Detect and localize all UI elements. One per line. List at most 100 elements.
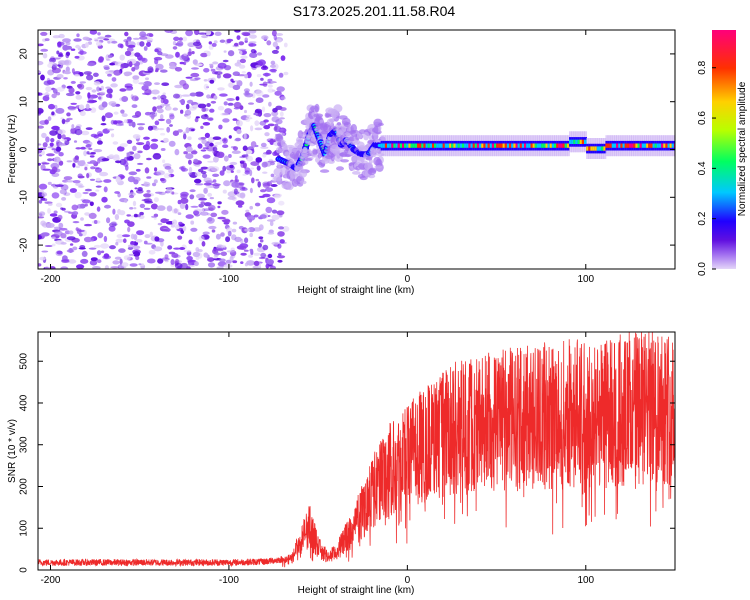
- spectrogram-cell: [278, 72, 284, 78]
- spectrogram-cell: [249, 187, 253, 194]
- spectrogram-cell: [81, 199, 91, 204]
- spectrogram-cell: [72, 211, 79, 216]
- spectrogram-cell: [128, 194, 135, 199]
- spectrogram-cell: [194, 91, 204, 97]
- spectrogram-cell: [78, 185, 85, 188]
- spectrogram-cell: [198, 168, 204, 173]
- spectrogram-cell: [40, 232, 50, 237]
- spectrogram-cell: [410, 143, 414, 148]
- spectrogram-cell: [262, 182, 271, 188]
- spectrogram-cell: [244, 37, 248, 42]
- spectrogram-cell: [310, 137, 317, 142]
- snr-frame: [37, 331, 676, 571]
- spectrogram-cell: [202, 122, 211, 126]
- spectrogram-cell: [315, 114, 320, 122]
- spectrogram-cell: [44, 119, 49, 125]
- spectrogram-cell: [225, 236, 231, 243]
- spectrogram-cell: [232, 260, 238, 264]
- spectrogram-cell: [139, 36, 148, 40]
- snr-panel: -200 -100 0 100 0 100 200 300 400 500 Height of …: [7, 331, 676, 596]
- spectrogram-cell: [90, 166, 96, 170]
- spectrogram-cell: [144, 200, 154, 204]
- spectrogram-cell: [209, 63, 214, 66]
- spectrogram-cell: [134, 64, 140, 70]
- spectrogram-cell: [227, 191, 236, 198]
- spectrogram-cell: [314, 103, 320, 113]
- spectrogram-cell: [275, 119, 283, 125]
- spectrogram-cell: [129, 263, 138, 267]
- spectrogram-cell: [245, 149, 253, 155]
- spectrogram-cell: [267, 84, 273, 88]
- spectrogram-cell: [56, 86, 65, 92]
- spectrogram-cell: [86, 151, 90, 155]
- spectrogram-cell: [201, 241, 206, 247]
- spectrogram-cell: [224, 108, 233, 115]
- spectrogram-cell: [626, 143, 630, 148]
- spectrogram-cell: [262, 81, 268, 87]
- spectrogram-cell: [190, 220, 195, 225]
- spectrogram-cell: [195, 247, 200, 252]
- spectrogram-cell: [298, 170, 308, 178]
- spectrogram-cell: [87, 41, 92, 45]
- spectrogram-cell: [237, 74, 246, 77]
- spectrogram-cell: [151, 89, 160, 95]
- spectrogram-cell: [46, 223, 55, 228]
- spectrogram-cell: [635, 143, 639, 148]
- spectrogram-cell: [54, 230, 63, 236]
- spectrogram-cell: [154, 120, 160, 126]
- spectrogram-cell: [599, 146, 602, 151]
- spectrogram-cell: [209, 142, 214, 147]
- spectrogram-cell: [222, 59, 229, 63]
- spectrogram-cell: [485, 143, 489, 148]
- spectrogram-cell: [48, 61, 54, 65]
- spectrogram-cell: [127, 244, 135, 248]
- spectrogram-cell: [673, 143, 675, 148]
- colorbar-tick-label: 0.2: [697, 211, 708, 225]
- spectrogram-cell: [312, 149, 318, 155]
- spectrogram-cell: [119, 258, 123, 265]
- spectrogram-cell: [214, 71, 223, 75]
- spectrogram-cell: [254, 202, 261, 207]
- spectrogram-cell: [43, 198, 48, 202]
- spectrogram-cell: [106, 58, 111, 61]
- spectrogram-cell: [198, 203, 204, 208]
- spectrogram-cell: [579, 139, 583, 144]
- spectrogram-cell: [61, 118, 66, 125]
- spectrogram-cell: [42, 53, 48, 59]
- colorbar-label: Normalized spectral amplitude: [737, 81, 748, 216]
- spectrogram-cell: [96, 131, 103, 137]
- spectrogram-cell: [135, 255, 140, 261]
- spectrogram-cell: [241, 31, 251, 36]
- spectrogram-cell: [90, 257, 98, 262]
- spectrogram-cell: [444, 143, 448, 148]
- spectrogram-cell: [74, 129, 83, 136]
- spectrogram-cell: [489, 143, 493, 148]
- spectrogram-cell: [116, 234, 124, 239]
- spectrogram-cell: [194, 77, 201, 80]
- spectrogram-cell: [51, 192, 60, 199]
- spectrogram-cell: [329, 118, 335, 123]
- spectrogram-cell: [144, 167, 150, 174]
- spectrogram-cell: [256, 165, 261, 171]
- spectrogram-cell: [47, 146, 54, 149]
- spectrogram-cell: [87, 62, 96, 67]
- spectrogram-cell: [222, 73, 232, 79]
- spectrogram-cell: [229, 164, 234, 169]
- spectrogram-cell: [155, 69, 159, 73]
- spectrogram-cell: [470, 143, 474, 148]
- spectrogram-cell: [154, 167, 158, 172]
- spectrogram-cell: [198, 32, 207, 35]
- spectrogram-cell: [96, 86, 100, 92]
- spectrogram-cell: [76, 264, 85, 269]
- spectrogram-cell: [631, 143, 635, 148]
- spectrogram-cell: [212, 136, 222, 140]
- spectrogram-cell: [254, 144, 259, 148]
- spectrogram-cell: [70, 48, 76, 51]
- spectrogram-cell: [577, 139, 581, 144]
- spectrogram-cell: [222, 144, 229, 148]
- spectrogram-cell: [519, 143, 523, 148]
- spectrogram-cell: [88, 247, 97, 250]
- spectrogram-cell: [179, 247, 186, 250]
- spectrogram-cell: [117, 146, 125, 152]
- spectrogram-cell: [144, 70, 153, 73]
